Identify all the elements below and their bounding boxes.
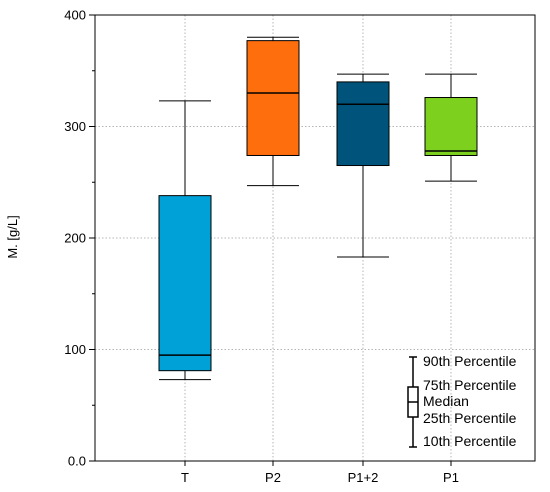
box-T [158,100,212,381]
iqr-box [246,40,300,156]
y-axis-label: M. [g/L] [5,215,20,258]
iqr-box [424,97,478,156]
axis-ticks: 0.0 100 200 300 400 T P2 P1+2 P1 [64,8,459,486]
y-tick-label: 300 [64,119,86,134]
legend-label: 75th Percentile [423,377,517,393]
y-tick-label: 400 [64,8,86,23]
boxes [158,36,478,381]
x-tick-label: P1 [443,470,459,485]
legend-label: 10th Percentile [423,433,517,449]
box-P1+2 [336,73,390,258]
y-tick-label: 100 [64,342,86,357]
y-tick-label: 0.0 [68,454,86,469]
y-tick-label: 200 [64,231,86,246]
legend-label: 90th Percentile [423,353,517,369]
x-tick-label: P2 [265,470,281,485]
legend-label: Median [423,393,469,409]
x-tick-label: P1+2 [348,470,379,485]
iqr-box [158,195,212,372]
percentile-legend: 90th Percentile 75th PercentileMedian25th… [407,353,517,449]
iqr-box [336,81,390,167]
x-tick-label: T [181,470,189,485]
box-P2 [246,36,300,187]
legend-label: 25th Percentile [423,410,517,426]
box-P1 [424,73,478,182]
